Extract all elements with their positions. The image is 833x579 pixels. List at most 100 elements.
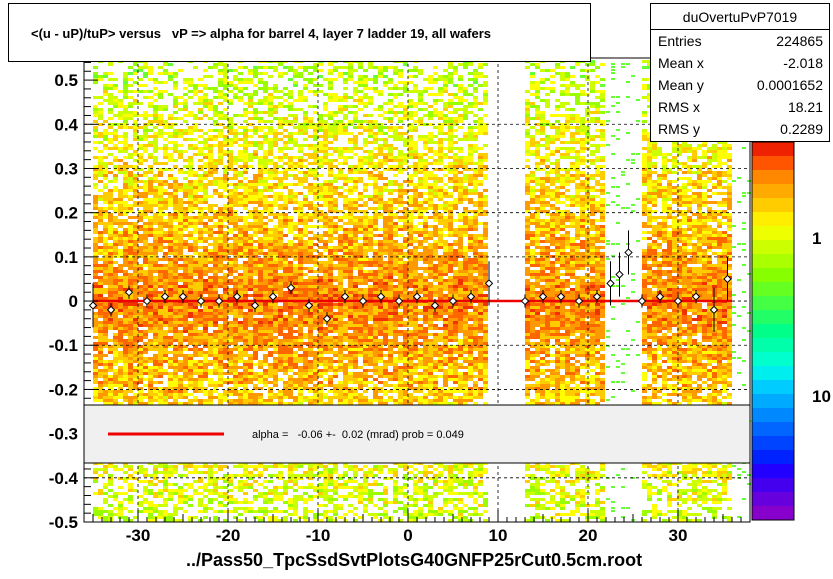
heat-cell [143,360,148,363]
heat-cell [138,402,143,405]
heat-cell [288,141,293,144]
heat-cell [173,294,178,297]
heat-cell [158,93,163,96]
heat-cell [228,270,233,273]
heat-cell [163,396,168,399]
heat-cell [283,342,288,345]
heat-cell [253,234,258,237]
heat-cell [258,180,263,183]
heat-cell [148,153,153,156]
heat-cell [158,315,163,318]
heat-cell [248,165,253,168]
heat-cell [228,393,233,396]
heat-cell [178,201,183,204]
heat-cell [293,198,298,201]
heat-cell [128,144,133,147]
heat-cell [243,246,248,249]
heat-cell [228,381,233,384]
heat-cell [108,138,113,141]
heat-cell [223,477,228,480]
heat-cell [148,378,153,381]
heat-cell [223,318,228,321]
heat-cell [178,474,183,477]
heat-cell [248,225,253,228]
heat-cell [148,303,153,306]
heat-cell [113,348,118,351]
heat-cell [273,486,278,489]
heat-cell [313,360,318,363]
heat-cell [93,225,98,228]
heat-cell [283,147,288,150]
heat-cell [93,132,98,135]
heat-cell [283,162,288,165]
heat-cell [188,306,193,309]
heat-cell [228,336,233,339]
heat-cell [258,66,263,69]
heat-cell [253,66,258,69]
heat-cell [218,486,223,489]
heat-cell [318,306,323,309]
heat-cell [278,102,283,105]
heat-cell [243,291,248,294]
heat-cell [123,507,128,510]
heat-cell [268,168,273,171]
heat-cell [113,147,118,150]
heat-cell [123,273,128,276]
heat-cell [153,126,158,129]
heat-cell [93,126,98,129]
heat-cell [268,276,273,279]
heat-cell [183,273,188,276]
heat-cell [183,369,188,372]
heat-cell [313,93,318,96]
heat-cell [178,252,183,255]
heat-cell [268,273,273,276]
heat-cell [308,324,313,327]
heat-cell [113,333,118,336]
heat-cell [273,372,278,375]
heat-cell [248,111,253,114]
heat-cell [213,273,218,276]
heat-cell [268,372,273,375]
heat-cell [173,354,178,357]
heat-cell [208,159,213,162]
heat-cell [293,510,298,513]
heat-cell [183,303,188,306]
heat-cell [258,141,263,144]
heat-cell [138,372,143,375]
heat-cell [163,240,168,243]
heat-cell [228,159,233,162]
heat-cell [193,360,198,363]
heat-cell [188,267,193,270]
heat-cell [153,93,158,96]
heat-cell [308,267,313,270]
heat-cell [253,225,258,228]
heat-cell [303,261,308,264]
heat-cell [168,243,173,246]
heat-cell [133,126,138,129]
heat-cell [278,261,283,264]
heat-cell [253,336,258,339]
heat-cell [133,264,138,267]
heat-cell [278,132,283,135]
heat-cell [98,267,103,270]
heat-cell [268,297,273,300]
heat-cell [218,318,223,321]
heat-cell [283,363,288,366]
heat-cell [293,144,298,147]
heat-cell [158,504,163,507]
heat-cell [103,156,108,159]
heat-cell [273,144,278,147]
heat-cell [298,357,303,360]
heat-cell [128,498,133,501]
heat-cell [283,66,288,69]
heat-cell [318,174,323,177]
heat-cell [253,285,258,288]
heat-cell [288,108,293,111]
heat-cell [148,135,153,138]
heat-cell [303,279,308,282]
heat-cell [298,321,303,324]
heat-cell [158,72,163,75]
heat-cell [298,378,303,381]
heat-cell [313,243,318,246]
heat-cell [283,273,288,276]
